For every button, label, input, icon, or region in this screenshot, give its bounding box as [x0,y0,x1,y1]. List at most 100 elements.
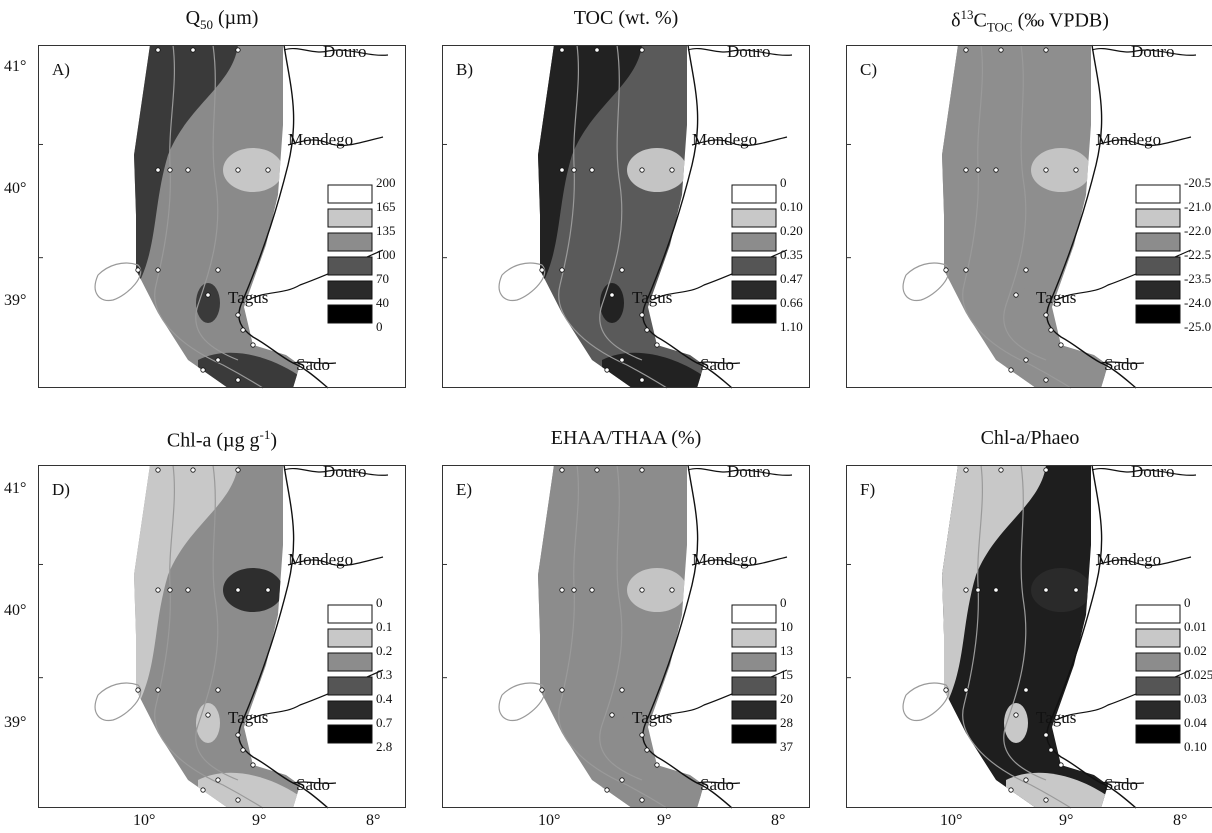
station-dot [571,587,577,593]
station-dot [1043,587,1049,593]
seamount-contour [94,262,142,302]
station-dot [1043,377,1049,383]
station-dot [963,167,969,173]
station-dot [609,712,615,718]
station-dot [215,777,221,783]
river [1100,781,1145,785]
lat-label-40-bottom: 40° [4,602,27,619]
panel-title: TOC (wt. %) [573,7,679,29]
legend-value: 0.10 [780,199,803,214]
station-dot [1008,787,1014,793]
station-dot [1043,47,1049,53]
legend-value: 0.3 [376,667,392,682]
map-canvas: Douro Mondego Tagus Sado A) 200 165 135 100 70 40 0 [38,42,396,389]
legend-value: 0.66 [780,295,803,310]
station-dot [975,167,981,173]
seamount-contour [902,682,950,722]
station-dot [1048,327,1054,333]
station-dot [639,467,645,473]
station-dot [619,357,625,363]
place-label-mondego: Mondego [692,550,757,569]
legend-value: 0.7 [376,715,393,730]
station-dot [1023,777,1029,783]
station-dot [609,292,615,298]
station-dot [1008,367,1014,373]
station-dot [235,47,241,53]
place-label-douro: Douro [727,462,770,481]
map-panel-e: EHAA/THAA (%) Douro Mondego Tagus Sado E) 0 10 1… [442,427,810,809]
station-dot [594,467,600,473]
station-dot [559,467,565,473]
place-label-tagus: Tagus [632,288,672,307]
station-dot [250,762,256,768]
place-label-douro: Douro [323,462,366,481]
map-panel-a: Q50 (µm) Douro Mondego Tagus Sado A) 200 165 135… [38,7,406,389]
legend-swatch [1135,652,1181,672]
station-dot [1073,587,1079,593]
lon-label-8-b: 8° [771,812,786,829]
legend-swatch [327,280,373,300]
legend-value: 165 [376,199,396,214]
map-canvas: Douro Mondego Tagus Sado C) -20.5 -21.0 -22.0 -2… [846,42,1211,389]
river [1091,48,1197,56]
legend-value: 0.35 [780,247,803,262]
legend-value: 0.03 [1184,691,1207,706]
river [691,556,788,567]
contour-west [134,45,238,285]
isobath [962,44,1072,389]
legend-value: 0.10 [1184,739,1207,754]
station-dot [998,47,1004,53]
legend-value: 0 [1184,595,1191,610]
station-dot [639,587,645,593]
legend-value: 0.025 [1184,667,1212,682]
station-dot [604,367,610,373]
legend-swatch [731,208,777,228]
lat-label-39-bottom: 39° [4,714,27,731]
station-dot [639,312,645,318]
legend-value: 20 [780,691,793,706]
legend-swatch [1135,256,1181,276]
lon-label-10-c: 10° [940,812,963,829]
station-dot [559,267,565,273]
lon-label-10-b: 10° [538,812,561,829]
contour-mondego [223,148,283,192]
river [292,361,337,365]
panel-frame [846,45,1212,388]
legend-value: 0 [780,595,787,610]
legend-swatch [327,232,373,252]
station-dot [669,167,675,173]
legend-value: -25.0 [1184,319,1211,334]
legend-swatch [327,652,373,672]
legend-value: 0 [376,319,383,334]
panel-frame [38,465,406,808]
station-dot [185,587,191,593]
station-dot [155,587,161,593]
legend-value: -22.0 [1184,223,1211,238]
station-dot [654,342,660,348]
map-canvas: Douro Mondego Tagus Sado E) 0 10 13 15 20 28 37 [442,462,794,809]
legend-value: 2.8 [376,739,392,754]
station-dot [644,747,650,753]
station-dot [190,467,196,473]
station-dot [200,367,206,373]
legend-value: 1.10 [780,319,803,334]
legend-value: 200 [376,175,396,190]
map-canvas: Douro Mondego Tagus Sado B) 0 0.10 0.20 0.35 0.47… [442,42,803,389]
contour-mondego [1031,148,1091,192]
station-dot [963,267,969,273]
lat-label-40-top: 40° [4,180,27,197]
legend-value: 0.02 [1184,643,1207,658]
station-dot [998,467,1004,473]
contour-mondego [1031,568,1091,612]
place-label-mondego: Mondego [1096,550,1161,569]
lon-label-10-a: 10° [133,812,156,829]
seamount-contour [498,262,546,302]
legend-value: 135 [376,223,396,238]
station-dot [1058,762,1064,768]
panel-frame [38,45,406,388]
station-dot [235,377,241,383]
panel-letter: C) [860,60,877,79]
station-dot [963,47,969,53]
lat-label-41-top: 41° [4,58,27,75]
station-dot [571,167,577,173]
